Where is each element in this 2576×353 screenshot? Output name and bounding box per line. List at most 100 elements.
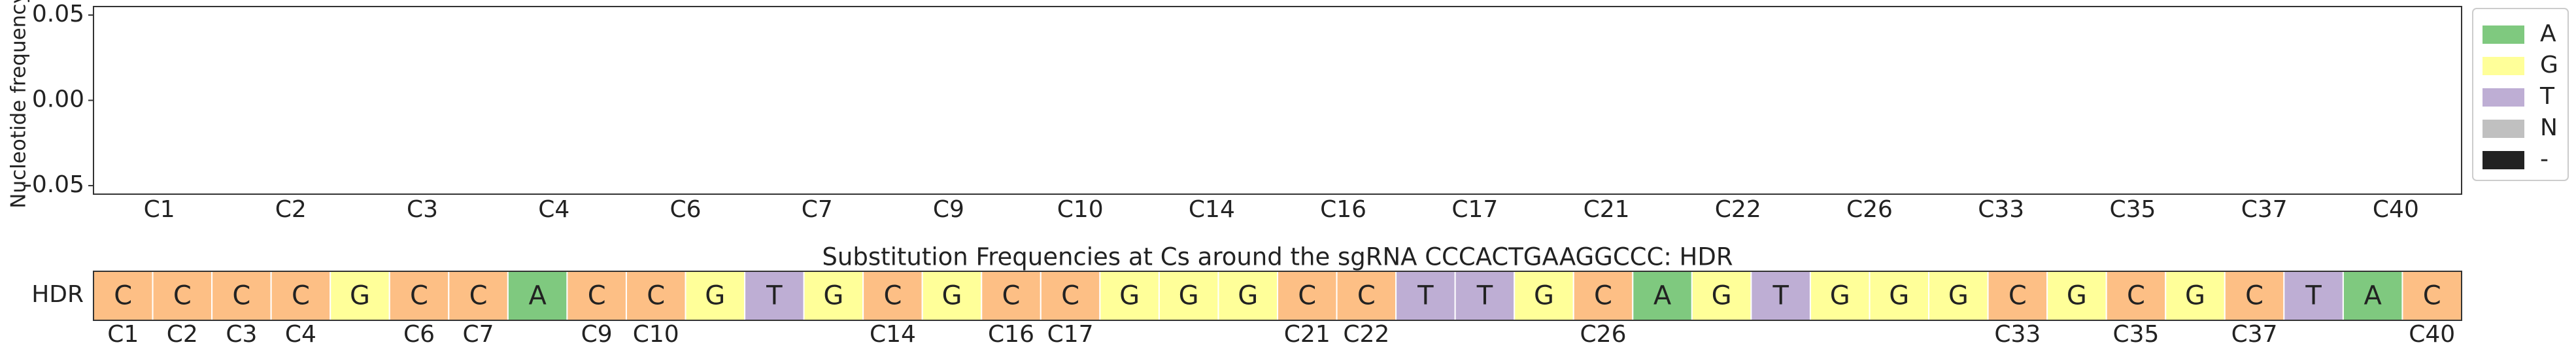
sequence-base: C [1061,281,1079,311]
sequence-base: G [2067,281,2087,311]
sequence-cell [1987,271,2048,321]
y-tick-label: 0.00 [32,86,84,113]
sequence-base: A [528,281,547,311]
sequence-cell [1336,271,1397,321]
x-tick-label: C10 [1057,196,1104,223]
sequence-cell [566,271,627,321]
x-tick-label: C37 [2241,196,2288,223]
sequence-cell [1158,271,1219,321]
sequence-base: G [823,281,843,311]
x-tick-label: C4 [538,196,569,223]
sequence-base: C [883,281,902,311]
sequence-cell [1099,271,1160,321]
position-label: C35 [2112,321,2159,348]
position-label: C26 [1580,321,1627,348]
x-tick-label: C6 [669,196,701,223]
sequence-cell [1691,271,1752,321]
sequence-cell [981,271,1042,321]
x-tick-label: C14 [1189,196,1235,223]
position-label: C4 [285,321,316,348]
legend-label: N [2540,114,2558,141]
x-tick-label: C33 [1978,196,2024,223]
position-label: C2 [167,321,198,348]
sequence-base: C [1002,281,1021,311]
sequence-cell [1277,271,1338,321]
sequence-base: G [941,281,962,311]
position-label: C6 [403,321,435,348]
legend-swatch [2483,25,2524,44]
sequence-base: G [1119,281,1140,311]
sequence-base: G [1179,281,1199,311]
sequence-cell [2046,271,2107,321]
sequence-base: A [2364,281,2382,311]
plot-frame [93,6,2462,195]
sequence-base: C [2008,281,2027,311]
position-label: C21 [1284,321,1330,348]
sequence-base: G [1948,281,1969,311]
y-axis-label: Nucleotide frequency [7,0,31,209]
legend-swatch [2483,151,2524,169]
sequence-base: C [1594,281,1612,311]
position-label: C7 [463,321,494,348]
position-label: C10 [633,321,679,348]
position-label: C33 [1994,321,2041,348]
position-label: C22 [1343,321,1389,348]
sequence-base: C [173,281,192,311]
sequence-base: C [1298,281,1316,311]
position-label: C40 [2409,321,2455,348]
sequence-base: G [350,281,370,311]
sequence-title: Substitution Frequencies at Cs around th… [822,243,1733,271]
legend-swatch [2483,120,2524,138]
sequence-base: T [1417,281,1434,311]
position-label: C3 [226,321,257,348]
row-label: HDR [31,281,84,308]
sequence-base: C [2245,281,2263,311]
sequence-cell [1632,271,1693,321]
sequence-cell [1514,271,1574,321]
position-label: C1 [107,321,139,348]
sequence-base: G [1238,281,1258,311]
sequence-frame [93,271,2462,321]
sequence-base: C [2423,281,2441,311]
y-tick-label: 0.05 [32,1,84,27]
sequence-base: T [1476,281,1493,311]
x-tick-label: C40 [2373,196,2419,223]
position-label: C17 [1047,321,1094,348]
position-label: C9 [581,321,613,348]
x-tick-label: C17 [1451,196,1498,223]
sequence-base: T [1772,281,1789,311]
sequence-cell [507,271,568,321]
sequence-base: C [232,281,250,311]
sequence-base: T [766,281,783,311]
x-tick-label: C21 [1584,196,1630,223]
position-label: C37 [2231,321,2278,348]
x-tick-label: C26 [1846,196,1893,223]
x-tick-label: C35 [2109,196,2156,223]
x-tick-label: C22 [1715,196,1761,223]
sequence-base: A [1653,281,1672,311]
sequence-base: G [705,281,725,311]
x-tick-label: C3 [407,196,438,223]
sequence-base: C [114,281,132,311]
legend-swatch [2483,88,2524,107]
sequence-base: G [1712,281,1732,311]
sequence-base: C [292,281,310,311]
y-tick-label: -0.05 [24,171,84,198]
sequence-base: C [647,281,665,311]
sequence-base: T [2305,281,2322,311]
sequence-base: G [1830,281,1850,311]
sequence-cell [1040,271,1101,321]
sequence-base: C [2127,281,2145,311]
x-tick-label: C2 [275,196,307,223]
x-tick-label: C9 [933,196,964,223]
legend-swatch [2483,57,2524,75]
x-tick-label: C1 [144,196,175,223]
position-label: C16 [988,321,1034,348]
sequence-base: C [469,281,488,311]
sequence-base: C [410,281,428,311]
sequence-base: C [1357,281,1376,311]
legend-label: A [2540,20,2556,47]
x-tick-label: C16 [1320,196,1366,223]
sequence-cell [921,271,983,321]
